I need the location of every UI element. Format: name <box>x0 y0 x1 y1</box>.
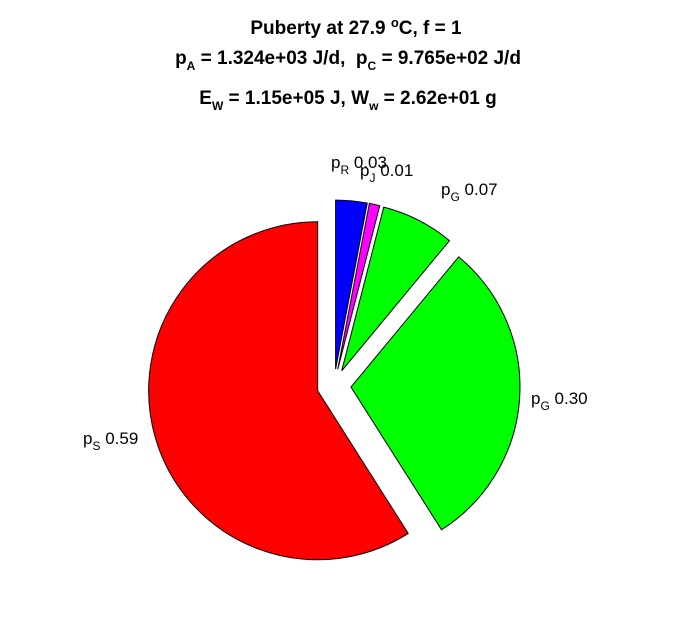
title-ew-value: = 1.15e+05 J, <box>223 88 351 109</box>
title-pc-subscript: C <box>368 59 377 73</box>
title-pa-symbol: p <box>175 48 187 69</box>
slice-label-2: pG 0.07 <box>441 180 498 204</box>
title-ew-symbol: E <box>199 88 212 109</box>
slice-label-symbol: p <box>331 153 340 172</box>
slice-label-subscript: G <box>450 190 459 204</box>
title-pc-value: = 9.765e+02 J/d <box>376 48 521 69</box>
title-ww-subscript: w <box>368 99 379 113</box>
slice-label-value: 0.59 <box>100 429 138 448</box>
title-ww-value: = 2.62e+01 g <box>378 88 496 109</box>
pie-slice-pS-4 <box>148 221 409 561</box>
pie-slice-pG-3 <box>350 256 521 531</box>
slice-label-subscript: G <box>540 399 549 413</box>
pie-slice-pJ-1 <box>337 202 381 370</box>
title-line-1: Puberty at 27.9 oC, f = 1 <box>250 15 462 39</box>
pie-slice-pR-0 <box>335 199 368 370</box>
slice-label-subscript: J <box>369 171 375 185</box>
pie-slices <box>148 199 521 561</box>
chart-title: Puberty at 27.9 oC, f = 1 pA = 1.324e+03… <box>175 15 521 113</box>
slice-label-symbol: p <box>360 161 369 180</box>
pie-slice-pG-2 <box>341 206 451 372</box>
slice-label-symbol: p <box>83 429 92 448</box>
title-pa-subscript: A <box>187 59 196 73</box>
slice-label-subscript: R <box>340 163 349 177</box>
slice-label-symbol: p <box>441 180 450 199</box>
slice-label-value: 0.30 <box>550 389 588 408</box>
slice-label-value: 0.03 <box>349 153 387 172</box>
title-line-3: EW = 1.15e+05 J, Ww = 2.62e+01 g <box>199 88 496 113</box>
slice-label-subscript: S <box>92 439 100 453</box>
slice-label-value: 0.07 <box>460 180 498 199</box>
slice-label-4: pS 0.59 <box>83 429 138 453</box>
slice-label-value: 0.01 <box>375 161 413 180</box>
title-pa-value: = 1.324e+03 J/d, <box>195 48 356 69</box>
title-pc-symbol: p <box>356 48 368 69</box>
title-line-2: pA = 1.324e+03 J/d, pC = 9.765e+02 J/d <box>175 48 521 73</box>
slice-label-3: pG 0.30 <box>531 389 588 413</box>
title-ew-subscript: W <box>212 99 224 113</box>
title-ww-symbol: W <box>351 88 369 109</box>
slice-label-0: pR 0.03 <box>331 153 387 177</box>
slice-label-symbol: p <box>531 389 540 408</box>
slice-label-1: pJ 0.01 <box>360 161 413 185</box>
